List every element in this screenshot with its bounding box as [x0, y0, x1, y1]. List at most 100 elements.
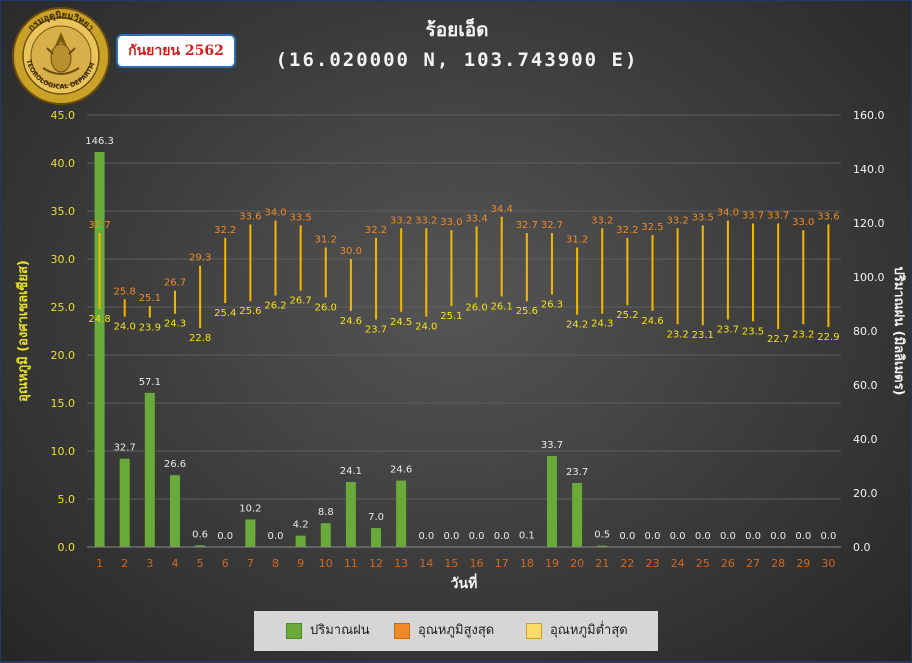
legend-swatch-tmax	[394, 623, 410, 639]
tmax-data-label: 33.6	[817, 211, 839, 222]
rain-data-label: 0.5	[594, 530, 610, 541]
legend-swatch-tmin	[526, 623, 542, 639]
rain-data-label: 0.0	[670, 531, 686, 542]
rain-data-label: 0.0	[469, 531, 485, 542]
x-tick-label: 8	[272, 557, 279, 570]
tmax-data-label: 33.2	[415, 215, 437, 226]
y-right-tick-label: 120.0	[853, 217, 885, 230]
tmax-data-label: 33.0	[440, 217, 462, 228]
tmin-data-label: 24.3	[164, 319, 186, 330]
rain-data-label: 7.0	[368, 512, 384, 523]
tmax-data-label: 32.7	[541, 220, 563, 231]
y-left-axis-title: อุณหภูมิ (องศาเซลเซียส)	[15, 260, 31, 402]
rain-data-label: 0.0	[695, 531, 711, 542]
tmin-data-label: 22.9	[817, 332, 839, 343]
tmax-data-label: 32.2	[214, 225, 236, 236]
tmin-data-label: 25.1	[440, 311, 462, 322]
rain-data-label: 0.6	[192, 529, 208, 540]
tmin-data-label: 23.7	[365, 324, 387, 335]
rain-data-label: 0.0	[795, 531, 811, 542]
tmin-data-label: 24.8	[88, 314, 110, 325]
tmin-data-label: 26.7	[290, 296, 312, 307]
legend-label-tmax: อุณหภูมิสูงสุด	[418, 623, 494, 638]
tmin-data-label: 25.6	[516, 306, 538, 317]
y-right-tick-label: 0.0	[853, 541, 871, 554]
y-left-tick-label: 30.0	[51, 253, 76, 266]
x-tick-label: 21	[595, 557, 609, 570]
tmin-data-label: 26.3	[541, 300, 563, 311]
y-left-tick-label: 10.0	[51, 445, 76, 458]
rain-data-label: 23.7	[566, 467, 588, 478]
legend-item-tmax: อุณหภูมิสูงสุด	[394, 621, 494, 641]
rain-data-label: 8.8	[318, 507, 334, 518]
tmin-data-label: 23.9	[139, 323, 161, 334]
y-left-tick-label: 20.0	[51, 349, 76, 362]
rain-bar	[95, 152, 105, 547]
legend-item-rain: ปริมาณฝน	[286, 621, 370, 641]
tmin-data-label: 24.0	[415, 322, 437, 333]
tmax-data-label: 33.4	[465, 213, 487, 224]
x-tick-label: 12	[369, 557, 383, 570]
x-tick-label: 11	[344, 557, 358, 570]
tmin-data-label: 24.2	[566, 320, 588, 331]
rain-bar	[296, 536, 306, 547]
x-tick-label: 18	[520, 557, 534, 570]
x-tick-label: 1	[96, 557, 103, 570]
x-tick-label: 29	[796, 557, 810, 570]
legend-label-rain: ปริมาณฝน	[310, 623, 370, 638]
rain-bar	[346, 482, 356, 547]
tmax-data-label: 32.7	[516, 220, 538, 231]
y-right-axis-title: ปริมาณฝน (มิลลิเมตร)	[891, 266, 906, 395]
legend: ปริมาณฝน อุณหภูมิสูงสุด อุณหภูมิต่ำสุด	[254, 611, 658, 651]
tmax-data-label: 32.2	[365, 225, 387, 236]
tmin-data-label: 23.7	[717, 324, 739, 335]
y-right-tick-label: 60.0	[853, 379, 878, 392]
x-tick-label: 16	[470, 557, 484, 570]
rain-data-label: 24.6	[390, 465, 412, 476]
y-left-tick-label: 15.0	[51, 397, 76, 410]
y-right-tick-label: 40.0	[853, 433, 878, 446]
x-axis-title: วันที่	[451, 573, 478, 592]
tmax-data-label: 34.0	[264, 208, 286, 219]
rain-data-label: 0.0	[443, 531, 459, 542]
tmax-data-label: 32.2	[616, 225, 638, 236]
tmin-data-label: 23.5	[742, 326, 764, 337]
x-tick-label: 4	[171, 557, 178, 570]
rain-data-label: 57.1	[139, 377, 161, 388]
x-tick-label: 19	[545, 557, 559, 570]
tmin-data-label: 23.1	[692, 330, 714, 341]
y-left-tick-label: 25.0	[51, 301, 76, 314]
x-tick-label: 28	[771, 557, 785, 570]
rain-data-label: 0.0	[770, 531, 786, 542]
rain-data-label: 0.0	[619, 531, 635, 542]
x-tick-label: 22	[620, 557, 634, 570]
x-tick-label: 27	[746, 557, 760, 570]
tmin-data-label: 22.8	[189, 333, 211, 344]
tmax-data-label: 29.3	[189, 253, 211, 264]
rain-data-label: 146.3	[85, 136, 114, 147]
y-right-tick-label: 80.0	[853, 325, 878, 338]
tmin-data-label: 23.2	[667, 329, 689, 340]
rain-bar	[170, 475, 180, 547]
tmin-data-label: 24.0	[114, 322, 136, 333]
tmax-data-label: 25.1	[139, 293, 161, 304]
tmin-data-label: 26.1	[491, 301, 513, 312]
rain-bar	[572, 483, 582, 547]
rain-bar	[547, 456, 557, 547]
rain-data-label: 0.0	[217, 531, 233, 542]
rain-data-label: 24.1	[340, 466, 362, 477]
tmin-data-label: 25.6	[239, 306, 261, 317]
y-left-tick-label: 40.0	[51, 157, 76, 170]
y-left-tick-label: 5.0	[58, 493, 76, 506]
rain-data-label: 32.7	[114, 443, 136, 454]
x-tick-label: 20	[570, 557, 584, 570]
x-tick-label: 17	[495, 557, 509, 570]
y-right-tick-label: 20.0	[853, 487, 878, 500]
tmin-data-label: 22.7	[767, 334, 789, 345]
x-tick-label: 30	[821, 557, 835, 570]
y-right-tick-label: 160.0	[853, 109, 885, 122]
rain-data-label: 0.0	[268, 531, 284, 542]
y-right-tick-label: 140.0	[853, 163, 885, 176]
x-tick-label: 7	[247, 557, 254, 570]
